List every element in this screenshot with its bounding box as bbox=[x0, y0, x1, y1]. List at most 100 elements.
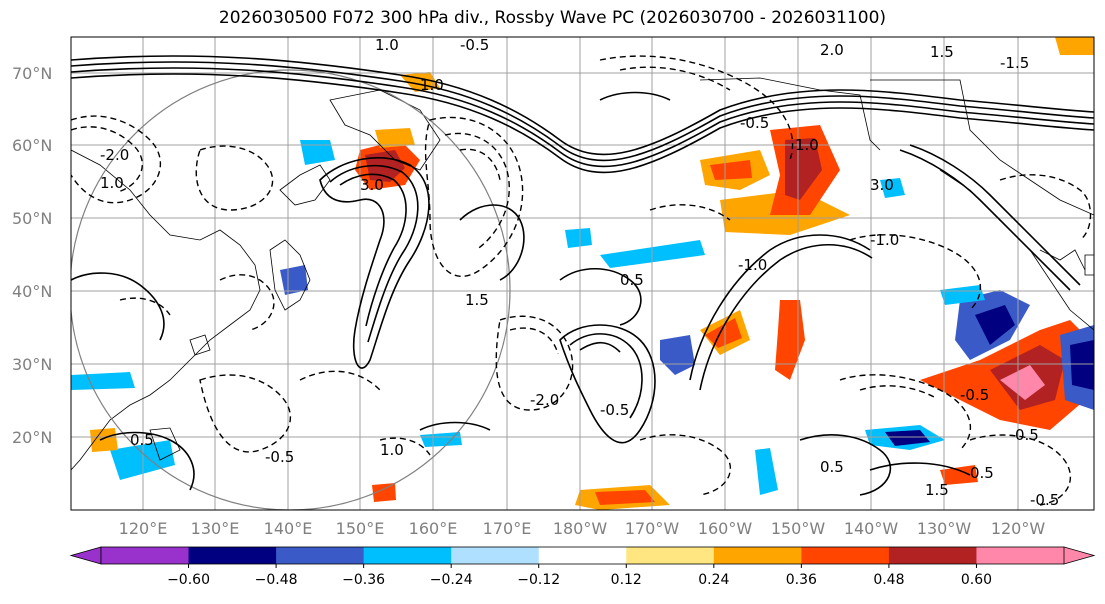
contour-label: 0.5 bbox=[970, 464, 994, 482]
contour-label: 1.5 bbox=[465, 291, 489, 309]
colorbar-bin bbox=[801, 547, 890, 564]
shade-patch bbox=[880, 178, 905, 198]
shade-patch bbox=[71, 372, 135, 390]
contour-label: 0.5 bbox=[820, 458, 844, 476]
longitude-labels: 120°E 130°E 140°E 150°E 160°E 170°E 180°… bbox=[119, 519, 1046, 538]
lat-label: 30°N bbox=[12, 355, 52, 374]
lat-label: 70°N bbox=[12, 64, 52, 83]
contour-label: 1.5 bbox=[925, 481, 949, 499]
contour-label: 1.0 bbox=[795, 136, 819, 154]
solid-contours bbox=[71, 55, 1094, 496]
lon-label: 170°E bbox=[483, 519, 532, 538]
contour-label: 3.0 bbox=[360, 176, 384, 194]
colorbar-bin bbox=[888, 547, 977, 564]
colorbar-extend-min bbox=[69, 546, 102, 565]
contour-label: -1.0 bbox=[738, 256, 767, 274]
shade-patch bbox=[565, 228, 592, 248]
contour-label: 1.0 bbox=[420, 76, 444, 94]
contour-label: -2.0 bbox=[100, 146, 129, 164]
contour-label: -0.5 bbox=[1030, 491, 1059, 509]
contour-label: -0.5 bbox=[740, 114, 769, 132]
colorbar-tick-label: −0.60 bbox=[167, 572, 210, 588]
contour-label: 0.5 bbox=[1015, 426, 1039, 444]
shade-patch bbox=[375, 128, 415, 148]
lat-label: 40°N bbox=[12, 282, 52, 301]
colorbar-bin bbox=[188, 547, 277, 564]
colorbar-tick-label: −0.36 bbox=[342, 572, 385, 588]
shade-patch bbox=[940, 465, 978, 485]
lon-label: 140°E bbox=[264, 519, 313, 538]
shade-patch bbox=[1055, 37, 1094, 55]
contour-labels: 1.0 -0.5 2.0 1.0 -0.5 1.5 -2.0 1.0 1.5 -… bbox=[100, 36, 1059, 509]
shade-patch bbox=[280, 265, 308, 295]
lon-label: 120°W bbox=[991, 519, 1046, 538]
shade-patch bbox=[1070, 340, 1094, 390]
colorbar-extend-max bbox=[1063, 546, 1096, 565]
lon-label: 180°W bbox=[553, 519, 608, 538]
contour-label: 0.5 bbox=[130, 431, 154, 449]
lon-label: 150°W bbox=[771, 519, 826, 538]
contour-label: -1.5 bbox=[1000, 54, 1029, 72]
colorbar-tick-label: −0.24 bbox=[430, 572, 473, 588]
lat-label: 60°N bbox=[12, 136, 52, 155]
contour-label: -2.0 bbox=[530, 391, 559, 409]
colorbar-bin bbox=[538, 547, 627, 564]
colorbar-bin bbox=[101, 547, 190, 564]
colorbar-tick-label: −0.12 bbox=[517, 572, 560, 588]
shade-patch bbox=[1000, 365, 1045, 400]
shade-patch bbox=[705, 318, 742, 348]
shade-patch bbox=[755, 448, 778, 495]
shade-patch bbox=[660, 335, 695, 375]
contour-label: 1.0 bbox=[375, 36, 399, 54]
lon-label: 120°E bbox=[119, 519, 168, 538]
contour-label: -0.5 bbox=[600, 401, 629, 419]
contour-label: 1.5 bbox=[930, 43, 954, 61]
shade-patch bbox=[300, 140, 335, 165]
shade-patch bbox=[595, 490, 655, 505]
latitude-labels: 70°N 60°N 50°N 40°N 30°N 20°N bbox=[12, 64, 52, 447]
contour-label: -1.0 bbox=[870, 231, 899, 249]
colorbar-bin bbox=[976, 547, 1065, 564]
lon-label: 160°W bbox=[698, 519, 753, 538]
lon-label: 130°W bbox=[917, 519, 972, 538]
contour-label: -0.5 bbox=[960, 386, 989, 404]
dashed-contours bbox=[71, 55, 1092, 506]
lon-label: 140°W bbox=[844, 519, 899, 538]
contour-label: -0.5 bbox=[460, 36, 489, 54]
lat-label: 50°N bbox=[12, 209, 52, 228]
plot-frame bbox=[70, 36, 1095, 511]
contour-label: 1.0 bbox=[100, 174, 124, 192]
colorbar-tick-label: −0.48 bbox=[255, 572, 298, 588]
shade-patch bbox=[420, 432, 462, 447]
contour-label: 3.0 bbox=[870, 176, 894, 194]
colorbar-bin bbox=[276, 547, 365, 564]
lon-label: 170°W bbox=[625, 519, 680, 538]
contour-label: 2.0 bbox=[820, 41, 844, 59]
contour-label: 1.0 bbox=[380, 441, 404, 459]
shade-patch bbox=[710, 160, 752, 180]
colorbar-tick-label: 0.12 bbox=[611, 572, 642, 588]
shade-patch bbox=[885, 430, 930, 446]
colorbar-tick-label: 0.48 bbox=[873, 572, 904, 588]
map-title: 2026030500 F072 300 hPa div., Rossby Wav… bbox=[218, 8, 887, 28]
contour-label: -0.5 bbox=[265, 448, 294, 466]
shade-patch bbox=[975, 305, 1015, 345]
colorbar-bin bbox=[713, 547, 802, 564]
colorbar-tick-label: 0.36 bbox=[786, 572, 817, 588]
grid bbox=[71, 37, 1094, 510]
lon-label: 160°E bbox=[409, 519, 458, 538]
colorbar-bin bbox=[451, 547, 540, 564]
colorbar: −0.60 −0.48 −0.36 −0.24 −0.12 0.12 0.24 0.36 0.4… bbox=[69, 546, 1096, 588]
contour-label: 0.5 bbox=[620, 271, 644, 289]
shade-patch bbox=[372, 483, 396, 502]
colorbar-tick-label: 0.24 bbox=[698, 572, 729, 588]
colorbar-bin bbox=[626, 547, 715, 564]
colorbar-tick-label: 0.60 bbox=[961, 572, 992, 588]
colorbar-frame bbox=[100, 546, 1065, 565]
lon-label: 130°E bbox=[191, 519, 240, 538]
shade-patch bbox=[940, 285, 985, 305]
colorbar-bin bbox=[363, 547, 452, 564]
reference-circle bbox=[71, 69, 511, 510]
lon-label: 150°E bbox=[336, 519, 385, 538]
